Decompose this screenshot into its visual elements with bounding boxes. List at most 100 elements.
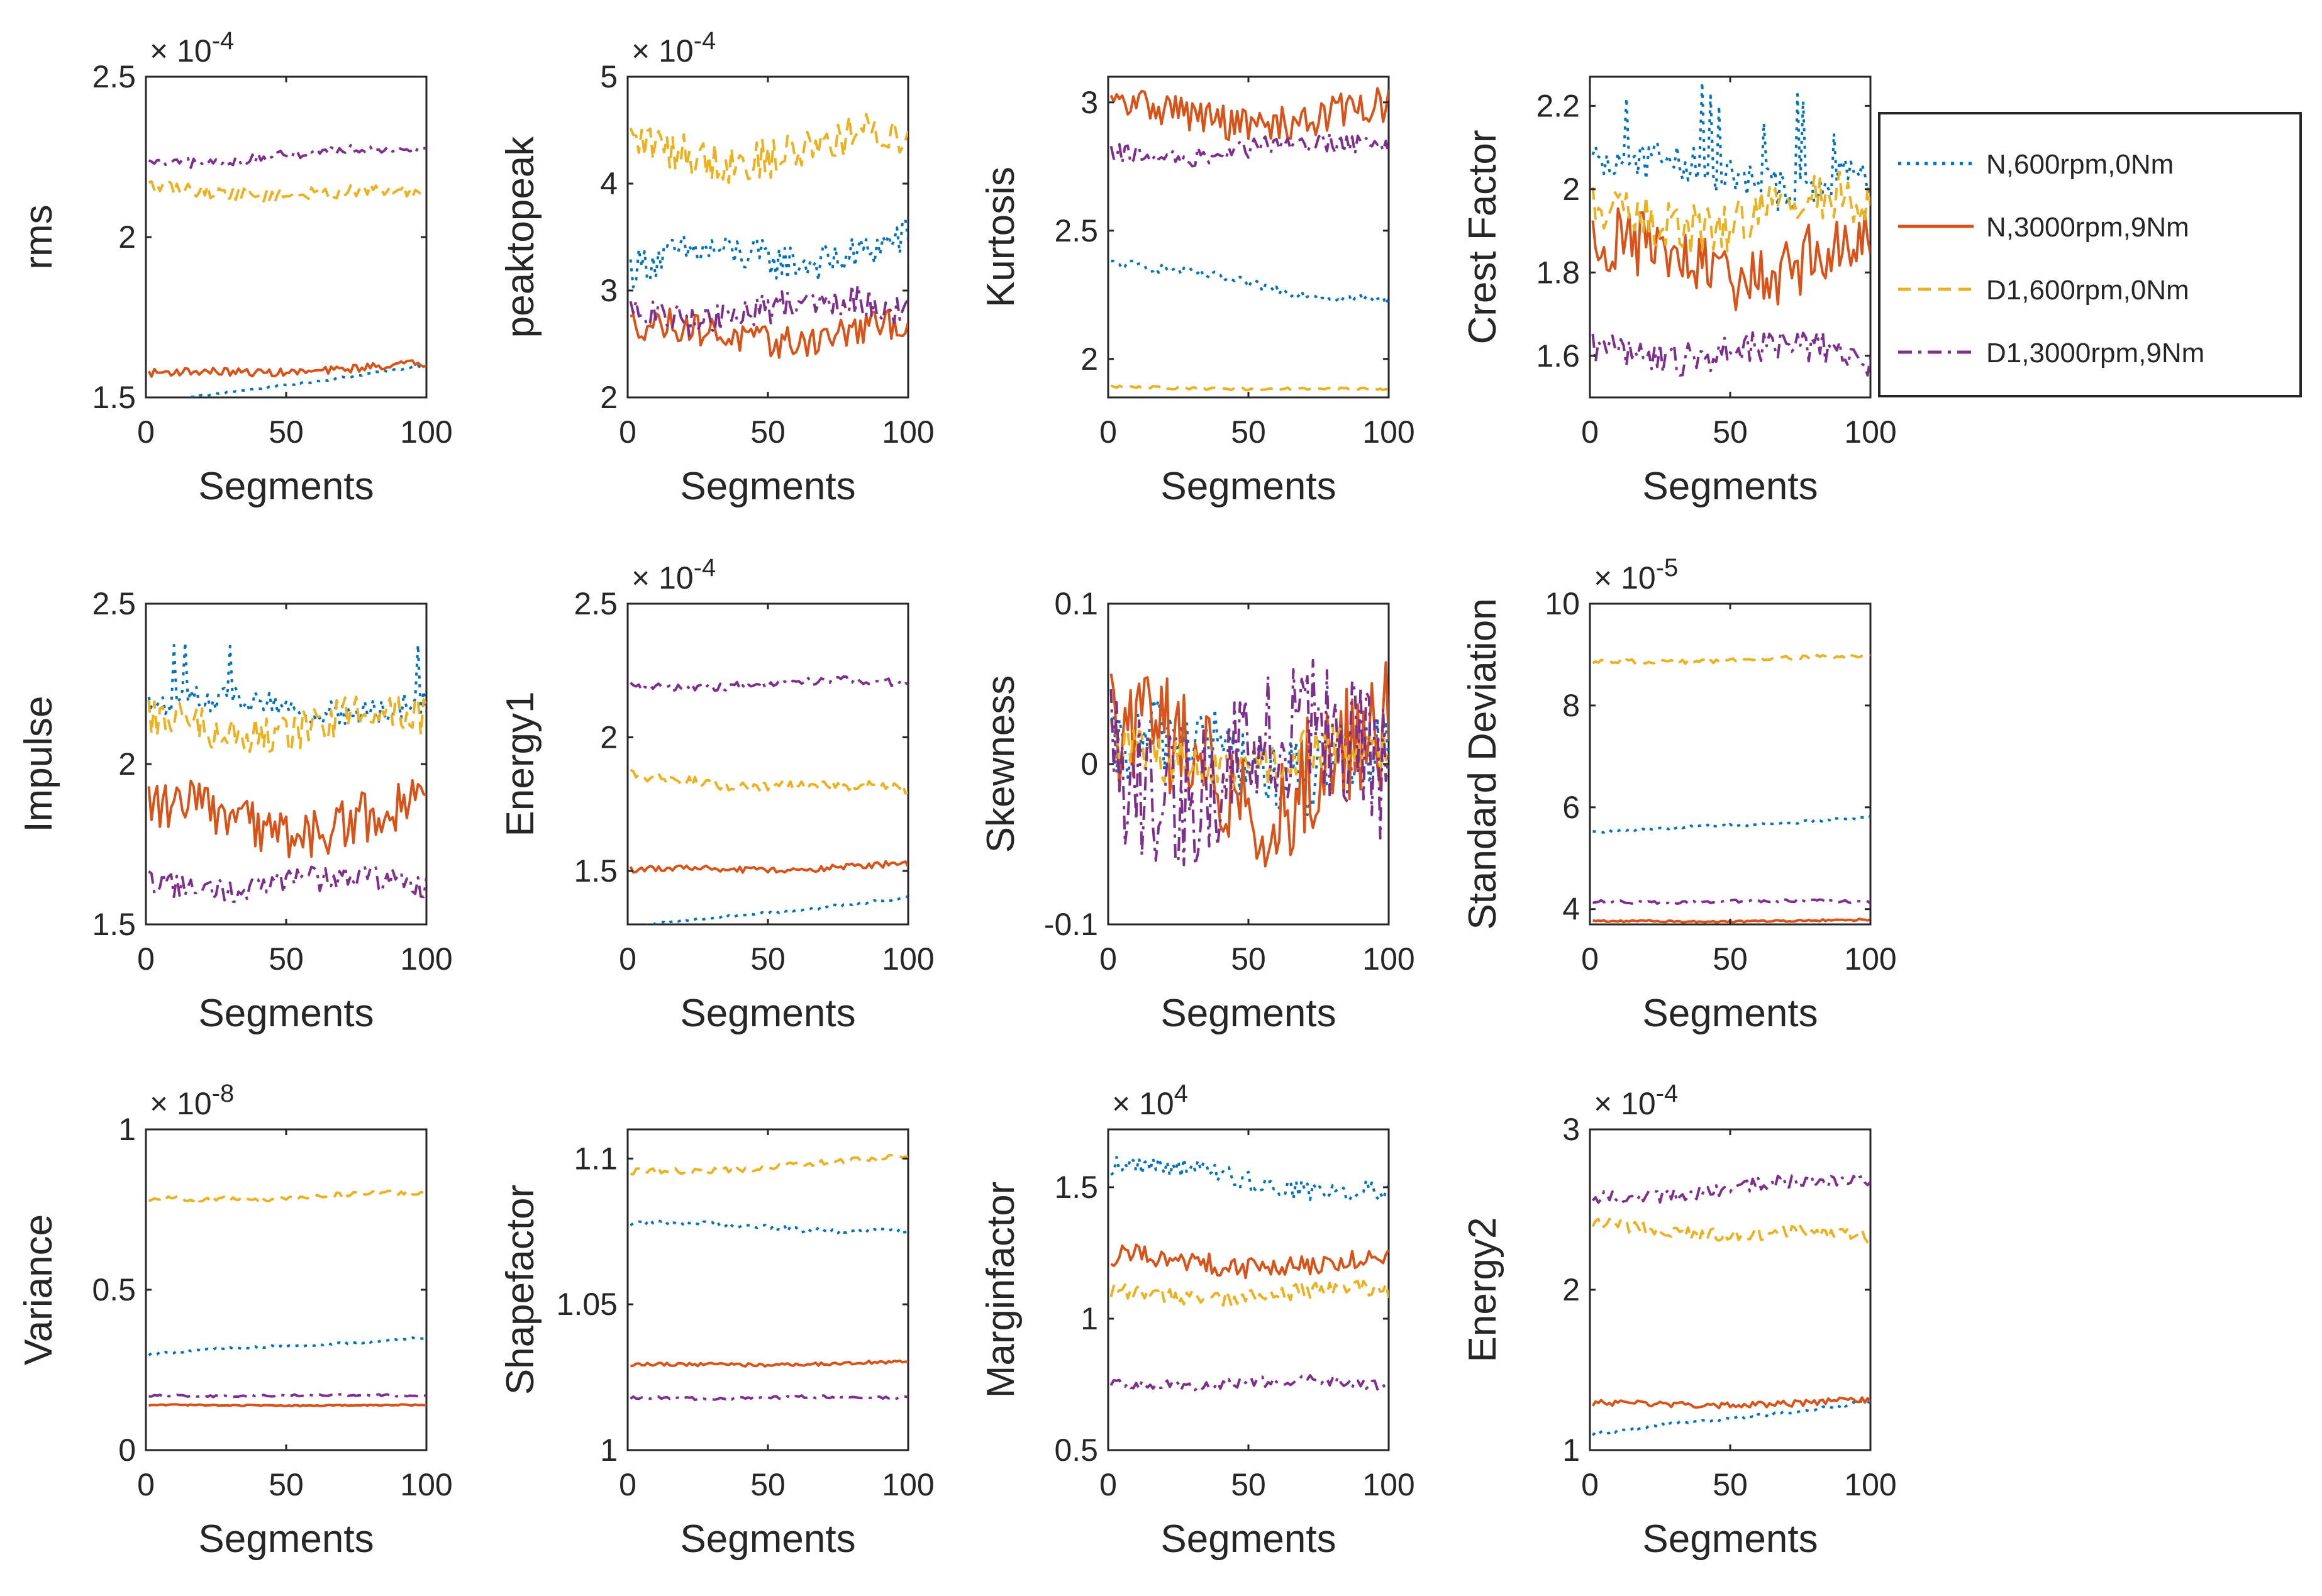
axes-box-peaktopeak [626,75,909,399]
y-tick-label: 0 [118,1433,136,1468]
y-tick-label: 1 [600,1433,618,1468]
series-d1-3000rpm-9nm-energy1 [630,675,908,692]
series-n-3000rpm-9nm-peaktopeak [630,308,908,359]
series-d1-3000rpm-9nm-kurtosis [1109,131,1389,168]
x-axis-label: Segments [1160,992,1336,1035]
y-tick-label: 1.1 [574,1141,618,1176]
x-tick-label: 100 [1844,414,1896,450]
y-tick-label: 1.6 [1536,338,1580,374]
x-tick-label: 50 [1713,941,1748,977]
axis-exponent-label: × 10-5 [1594,554,1678,596]
series-n-3000rpm-9nm-crest-factor [1591,207,1870,311]
y-tick-label: 4 [1562,892,1580,927]
panel-variance: 0 0.5 1 0 50 100 Segments Variance × 10-8 [17,1080,453,1561]
series-n-3000rpm-9nm-kurtosis [1109,87,1389,141]
legend-entry-n-600rpm-0nm: N,600rpm,0Nm [1898,149,2174,180]
x-tick-label: 0 [619,1467,636,1502]
y-axis-label: Marginfactor [979,1182,1023,1399]
series-d1-3000rpm-9nm-impulse [148,865,426,904]
panel-crest-factor: 1.6 1.8 2 2.2 0 50 100 Segments Crest Factor [1461,75,1897,508]
y-tick-label: 1 [1080,1301,1098,1336]
panel-shapefactor: 1 1.05 1.1 0 50 100 Segments Shapefactor [499,1128,935,1561]
series-group-marginfactor [1109,1156,1389,1392]
y-tick-label: 0.1 [1054,586,1098,621]
x-axis-label: Segments [680,992,855,1035]
x-axis-label: Segments [680,1517,855,1561]
series-d1-3000rpm-9nm-energy2 [1591,1174,1870,1205]
legend: N,600rpm,0Nm N,3000rpm,9Nm D1,600rpm,0Nm D1… [1878,112,2302,397]
series-n-600rpm-0nm-energy1 [635,895,908,924]
y-axis-label: Skewness [979,675,1023,853]
x-tick-label: 50 [269,941,304,977]
series-d1-600rpm-0nm-crest-factor [1591,170,1870,255]
y-tick-label: 6 [1562,790,1580,825]
series-n-600rpm-0nm-variance [148,1335,426,1356]
y-tick-label: 3 [1080,85,1098,120]
legend-entry-n-3000rpm-9nm: N,3000rpm,9Nm [1898,212,2189,243]
series-d1-600rpm-0nm-rms [148,179,426,203]
panel-energy1: 1.5 2 2.5 0 50 100 Segments Energy1 × 10-4 [499,554,935,1035]
series-n-3000rpm-9nm-energy2 [1591,1396,1870,1410]
series-d1-600rpm-0nm-variance [148,1189,426,1203]
x-tick-label: 50 [1713,1467,1748,1502]
legend-box [1878,112,2302,397]
y-axis-label: rms [17,204,60,269]
y-tick-label: 2 [118,746,136,782]
y-axis-label: peaktopeak [499,136,542,338]
legend-entry-d1-600rpm-0nm: D1,600rpm,0Nm [1898,275,2189,306]
series-group-crest-factor [1591,81,1870,377]
x-tick-label: 100 [1844,941,1896,977]
x-tick-label: 50 [269,414,304,450]
axes-box-standard-deviation [1589,602,1872,926]
series-n-3000rpm-9nm-skewness [1109,661,1389,868]
series-n-3000rpm-9nm-rms [147,359,426,378]
y-axis-label: Energy2 [1461,1217,1504,1363]
series-group-skewness [1109,658,1389,868]
x-tick-label: 0 [1099,414,1117,450]
axis-exponent-label: × 104 [1112,1080,1188,1121]
series-group-kurtosis [1109,87,1389,392]
x-tick-label: 100 [400,1467,452,1502]
x-tick-label: 0 [1581,941,1599,977]
x-tick-label: 0 [137,414,155,450]
series-d1-3000rpm-9nm-variance [148,1393,426,1399]
x-axis-label: Segments [198,992,374,1035]
x-tick-label: 100 [1362,1467,1414,1502]
y-tick-label: 2 [118,219,136,255]
y-axis-label: Shapefactor [499,1185,542,1395]
x-axis-label: Segments [1642,1517,1818,1561]
series-group-shapefactor [630,1154,908,1402]
series-d1-600rpm-0nm-peaktopeak [629,113,908,184]
y-tick-label: 3 [600,273,618,308]
x-tick-label: 0 [137,1467,155,1502]
axis-exponent-label: × 10-4 [631,27,716,69]
y-tick-label: 1.5 [1054,1170,1098,1205]
series-d1-3000rpm-9nm-shapefactor [630,1394,908,1402]
y-axis-label: Standard Deviation [1461,598,1504,929]
x-tick-label: 50 [750,414,786,450]
x-tick-label: 100 [400,414,452,450]
series-n-3000rpm-9nm-variance [148,1403,426,1408]
x-tick-label: 0 [1581,414,1599,450]
y-tick-label: 2 [1080,341,1098,377]
series-d1-3000rpm-9nm-skewness [1109,658,1389,867]
x-tick-label: 100 [882,414,934,450]
y-tick-label: 0.5 [1054,1433,1098,1468]
series-n-3000rpm-9nm-impulse [147,779,426,858]
y-tick-label: 2.5 [574,586,618,621]
x-tick-label: 50 [1231,941,1266,977]
x-tick-label: 100 [1844,1467,1896,1502]
y-tick-label: -0.1 [1044,907,1098,942]
y-tick-label: 1.05 [557,1287,618,1322]
axes-box-shapefactor [626,1128,909,1451]
y-axis-label: Kurtosis [979,167,1023,308]
axis-exponent-label: × 10-4 [631,554,716,596]
legend-label: D1,3000rpm,9Nm [1986,338,2204,369]
legend-label: D1,600rpm,0Nm [1986,275,2189,306]
series-d1-3000rpm-9nm-peaktopeak [629,284,908,337]
y-tick-label: 5 [600,59,618,94]
series-group-rms [147,144,426,397]
x-tick-label: 50 [750,1467,786,1502]
y-tick-label: 2.2 [1536,88,1580,123]
